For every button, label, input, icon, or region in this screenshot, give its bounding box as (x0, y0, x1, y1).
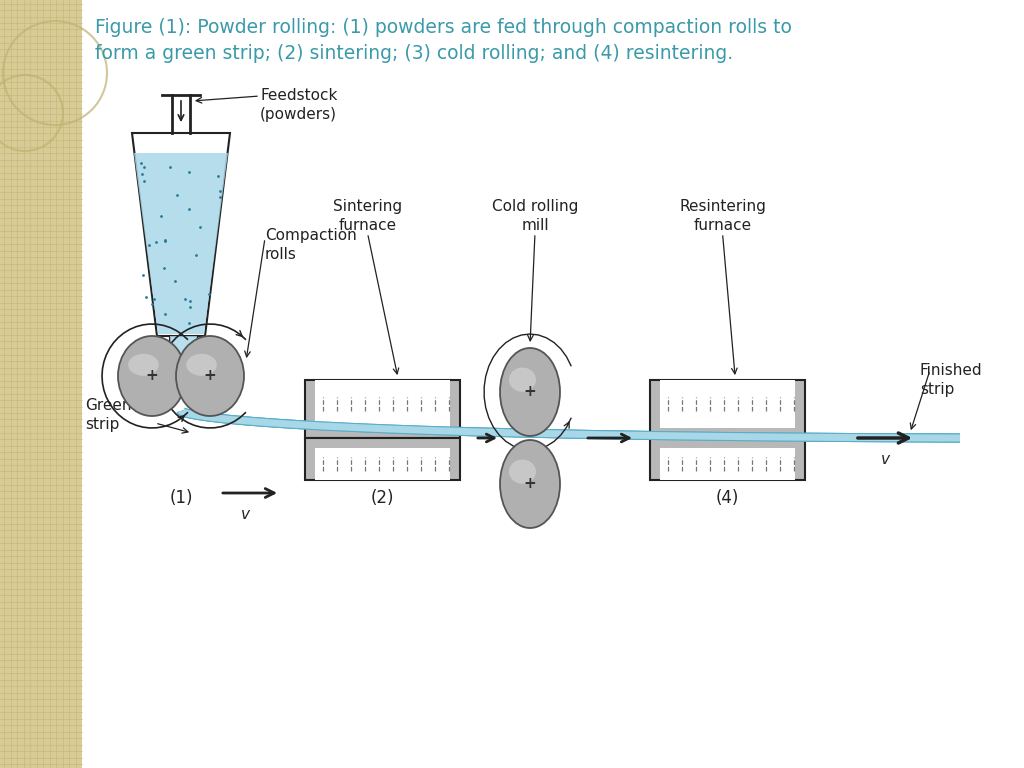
Text: v: v (241, 507, 250, 522)
Text: +: + (523, 385, 537, 399)
Ellipse shape (500, 440, 560, 528)
Bar (660, 448, 795, 480)
Ellipse shape (176, 336, 244, 416)
Text: (1): (1) (169, 489, 193, 507)
Ellipse shape (509, 368, 536, 392)
Text: (3): (3) (518, 489, 542, 507)
Text: Compaction
rolls: Compaction rolls (265, 228, 356, 262)
Polygon shape (132, 133, 230, 336)
Text: (2): (2) (371, 489, 394, 507)
Text: Resintering
furnace: Resintering furnace (679, 199, 766, 233)
Polygon shape (134, 153, 228, 334)
Text: Figure (1): Powder rolling: (1) powders are fed through compaction rolls to
form: Figure (1): Powder rolling: (1) powders … (95, 18, 792, 63)
Bar (0, 0, 82, 768)
Text: +: + (145, 369, 159, 383)
Bar (170, 336, 197, 376)
Bar (315, 448, 450, 480)
Text: Feedstock
(powders): Feedstock (powders) (260, 88, 337, 122)
Text: Sintering
furnace: Sintering furnace (333, 199, 402, 233)
Text: Cold rolling
mill: Cold rolling mill (492, 199, 579, 233)
Bar (305, 438, 460, 480)
Ellipse shape (509, 459, 536, 484)
Bar (660, 380, 795, 428)
Ellipse shape (500, 348, 560, 436)
Text: Green
strip: Green strip (85, 398, 131, 432)
Text: +: + (204, 369, 216, 383)
Text: Finished
strip: Finished strip (920, 363, 983, 397)
Ellipse shape (118, 336, 186, 416)
Text: (4): (4) (716, 489, 739, 507)
Bar (305, 380, 460, 438)
Ellipse shape (186, 354, 217, 376)
Bar (315, 380, 450, 428)
Bar (650, 380, 805, 438)
Text: v: v (881, 452, 890, 467)
Ellipse shape (128, 354, 159, 376)
Bar (650, 438, 805, 480)
Text: +: + (523, 476, 537, 492)
